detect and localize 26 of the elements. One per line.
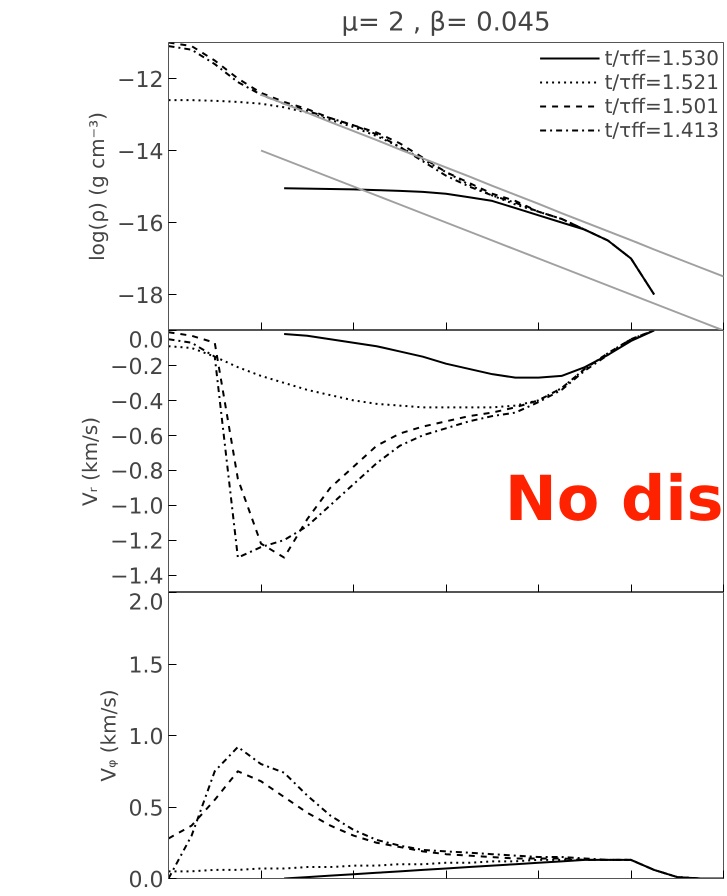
y-tick-label: 0.0 xyxy=(128,868,164,893)
y-tick-label: 2.0 xyxy=(128,590,164,616)
legend-label: t/τff=1.413 xyxy=(604,118,719,142)
y-tick-label: −0.6 xyxy=(110,424,164,450)
chart-title: μ= 2 , β= 0.045 xyxy=(342,8,551,38)
y-tick-label: −0.2 xyxy=(110,354,164,380)
y-tick-label: 1.5 xyxy=(128,654,164,678)
y-tick-label: −1.2 xyxy=(110,530,164,555)
y-tick-label: −16 xyxy=(117,212,164,237)
y-tick-label: −14 xyxy=(117,140,164,165)
y-tick-label: −0.4 xyxy=(110,390,164,415)
y-tick-label: 0.5 xyxy=(128,796,164,822)
y-tick-label: −1.4 xyxy=(110,564,164,590)
legend-label: t/τff=1.530 xyxy=(604,46,719,70)
y-tick-label: −12 xyxy=(117,68,164,93)
legend-label: t/τff=1.501 xyxy=(604,94,719,118)
y-tick-label: −18 xyxy=(117,284,164,309)
y-axis-title: Vᵩ (km/s) xyxy=(96,689,121,782)
annotation: No dis xyxy=(504,462,724,535)
y-axis-title: Vᵣ (km/s) xyxy=(78,416,102,506)
y-tick-label: −0.8 xyxy=(110,460,164,485)
y-axis-title: log(ρ) (g cm⁻³) xyxy=(85,112,110,261)
y-tick-label: −1.0 xyxy=(110,494,164,520)
y-tick-label: 0.0 xyxy=(128,328,164,354)
y-tick-label: 1.0 xyxy=(128,725,164,750)
legend-label: t/τff=1.521 xyxy=(604,70,719,94)
